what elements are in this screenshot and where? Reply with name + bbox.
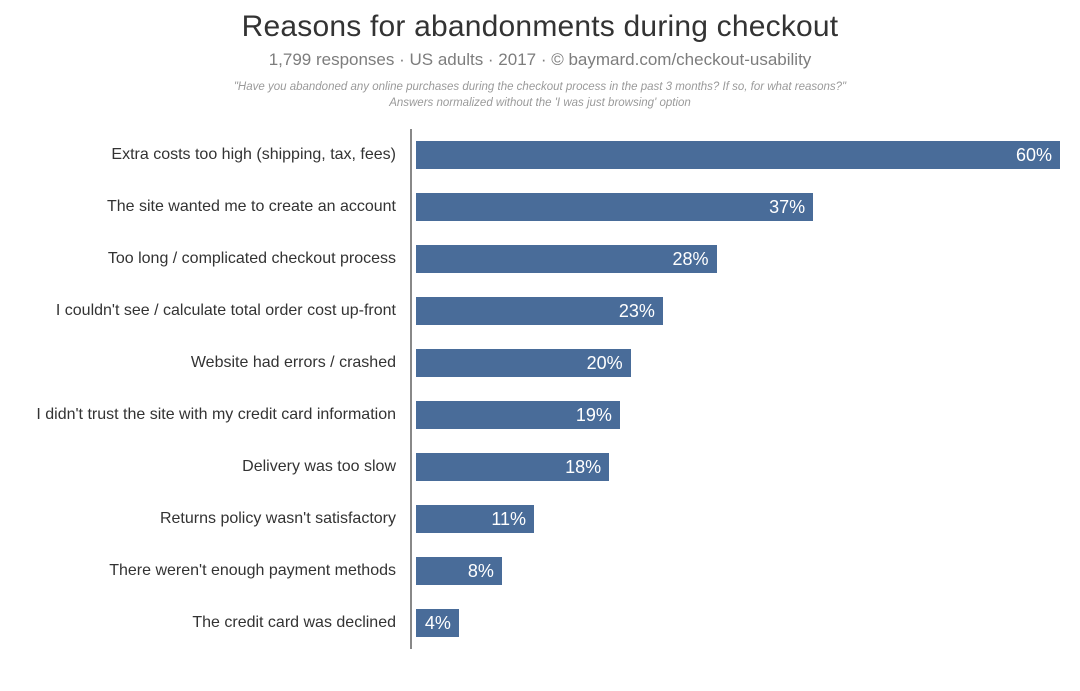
bar: 8% <box>416 557 502 585</box>
category-label: Website had errors / crashed <box>191 354 410 372</box>
bar: 28% <box>416 245 717 273</box>
category-label: Delivery was too slow <box>242 458 410 476</box>
bar-value: 28% <box>673 249 709 270</box>
category-label: I didn't trust the site with my credit c… <box>36 406 410 424</box>
bar-value: 19% <box>576 405 612 426</box>
chart-meta: "Have you abandoned any online purchases… <box>20 80 1060 111</box>
category-label: Extra costs too high (shipping, tax, fee… <box>111 146 410 164</box>
bar-value: 18% <box>565 457 601 478</box>
bar: 60% <box>416 141 1060 169</box>
chart-subtitle: 1,799 responses · US adults · 2017 · © b… <box>20 50 1060 70</box>
category-label: There weren't enough payment methods <box>109 562 410 580</box>
bar: 19% <box>416 401 620 429</box>
bar-value: 11% <box>491 509 526 530</box>
chart-container: Reasons for abandonments during checkout… <box>0 0 1080 691</box>
bar-chart: Extra costs too high (shipping, tax, fee… <box>20 129 1060 649</box>
bar: 37% <box>416 193 813 221</box>
survey-question: "Have you abandoned any online purchases… <box>20 80 1060 96</box>
bar: 23% <box>416 297 663 325</box>
bar: 18% <box>416 453 609 481</box>
plot-area: 60% 37% 28% 23% 20% 19% 18% 11% 8% 4% <box>410 129 1060 649</box>
category-label: The site wanted me to create an account <box>107 198 410 216</box>
bar: 11% <box>416 505 534 533</box>
category-label: Too long / complicated checkout process <box>108 250 410 268</box>
category-label: Returns policy wasn't satisfactory <box>160 510 410 528</box>
bar-value: 8% <box>468 561 494 582</box>
chart-title: Reasons for abandonments during checkout <box>20 10 1060 44</box>
bar-value: 23% <box>619 301 655 322</box>
category-label: I couldn't see / calculate total order c… <box>56 302 410 320</box>
bar-value: 60% <box>1016 145 1052 166</box>
category-label: The credit card was declined <box>192 614 410 632</box>
survey-note: Answers normalized without the 'I was ju… <box>20 96 1060 112</box>
bar-value: 20% <box>587 353 623 374</box>
bar-value: 37% <box>769 197 805 218</box>
bar: 20% <box>416 349 631 377</box>
bar-value: 4% <box>425 613 451 634</box>
bar: 4% <box>416 609 459 637</box>
